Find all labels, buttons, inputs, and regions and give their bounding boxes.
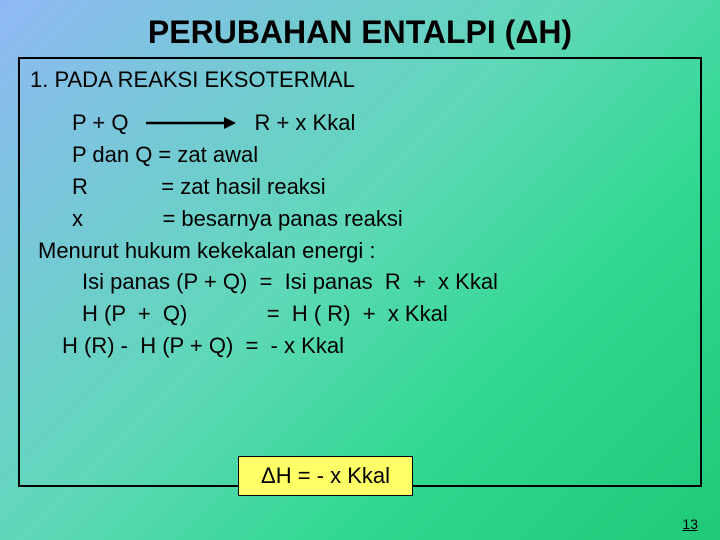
section-subtitle: 1. PADA REAKSI EKSOTERMAL [30,67,690,93]
line-1: P dan Q = zat awal [34,139,690,171]
reaction-right: R + x Kkal [254,107,355,139]
arrow-icon [146,115,236,131]
reaction-left: P + Q [72,107,128,139]
result-box: ΔH = - x Kkal [238,456,413,496]
line-7: H (R) - H (P + Q) = - x Kkal [34,330,690,362]
page-title: PERUBAHAN ENTALPI (ΔH) [0,0,720,57]
line-6: H (P + Q) = H ( R) + x Kkal [34,298,690,330]
line-2: R = zat hasil reaksi [34,171,690,203]
content-box: 1. PADA REAKSI EKSOTERMAL P + Q R + x Kk… [18,57,702,487]
body-content: P + Q R + x Kkal P dan Q = zat awal R = … [34,107,690,362]
line-4: Menurut hukum kekekalan energi : [34,235,690,267]
line-3: x = besarnya panas reaksi [34,203,690,235]
reaction-line: P + Q R + x Kkal [34,107,690,139]
line-5: Isi panas (P + Q) = Isi panas R + x Kkal [34,266,690,298]
page-number: 13 [682,516,698,532]
